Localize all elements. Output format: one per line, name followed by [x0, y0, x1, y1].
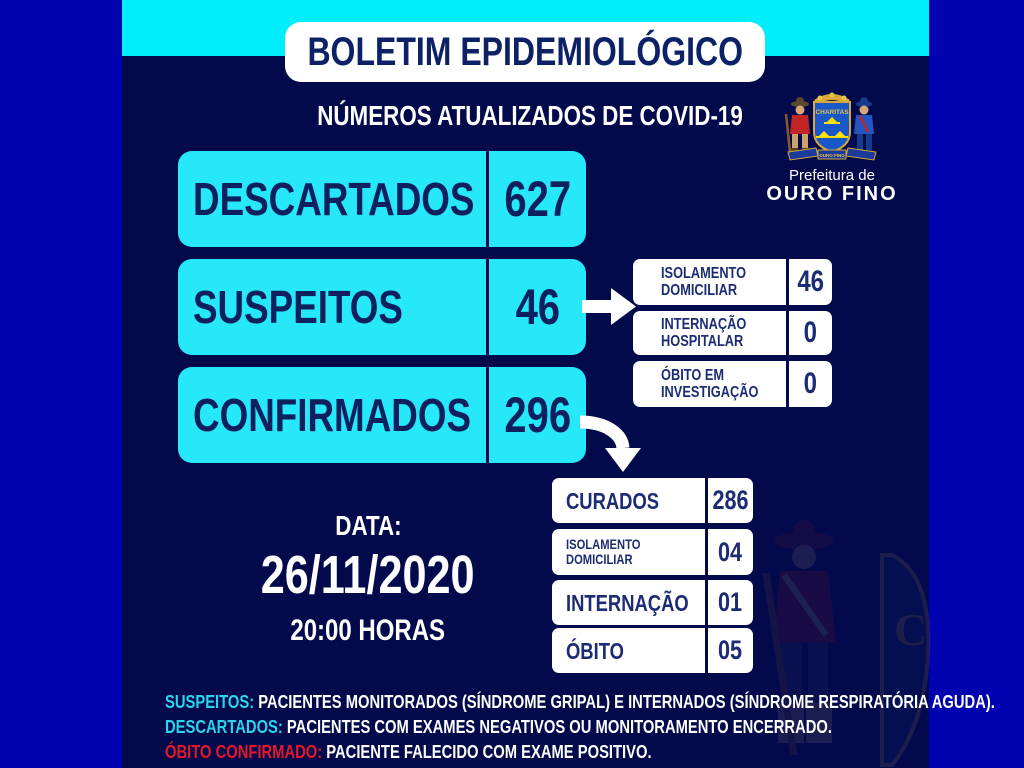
- breakdown-value-isolamento-domiciliar: 46: [789, 259, 832, 305]
- curved-down-arrow-icon: [579, 415, 641, 472]
- breakdown-label-internacao-hospitalar: INTERNAÇÃO HOSPITALAR: [633, 311, 786, 355]
- stat-label-descartados: DESCARTADOS: [178, 151, 486, 247]
- page-title: BOLETIM EPIDEMIOLÓGICO: [307, 29, 743, 74]
- time-value: 20:00 HORAS: [290, 614, 446, 647]
- detail-label-isolamento-domiciliar: ISOLAMENTO DOMICILIAR: [552, 529, 705, 575]
- page-subtitle: NÚMEROS ATUALIZADOS DE COVID-19: [317, 100, 743, 131]
- breakdown-label-isolamento-domiciliar: ISOLAMENTO DOMICILIAR: [633, 259, 786, 305]
- title-banner: BOLETIM EPIDEMIOLÓGICO: [285, 22, 765, 82]
- stat-value-suspeitos: 46: [489, 259, 586, 355]
- coat-of-arms-watermark: C: [762, 520, 931, 767]
- detail-value-internacao: 01: [708, 580, 753, 625]
- breakdown-label-obito-investigacao: ÓBITO EM INVESTIGAÇÃO: [633, 361, 786, 407]
- detail-value-curados: 286: [708, 478, 753, 523]
- footnote-suspeitos: SUSPEITOS: PACIENTES MONITORADOS (SÍNDRO…: [165, 692, 995, 712]
- detail-label-curados: CURADOS: [552, 478, 705, 523]
- detail-label-obito: ÓBITO: [552, 628, 705, 673]
- logo-org-name: OURO FINO: [766, 183, 898, 205]
- breakdown-value-obito-investigacao: 0: [789, 361, 832, 407]
- footnote-descartados: DESCARTADOS: PACIENTES COM EXAMES NEGATI…: [165, 717, 832, 737]
- right-arrow-icon: [582, 288, 636, 325]
- ribbon-label: OURO FINO: [819, 153, 845, 158]
- stat-label-suspeitos: SUSPEITOS: [178, 259, 486, 355]
- stat-value-descartados: 627: [489, 151, 586, 247]
- breakdown-value-internacao-hospitalar: 0: [789, 311, 832, 355]
- date-value: 26/11/2020: [261, 545, 475, 605]
- date-label: DATA:: [334, 510, 402, 541]
- stat-label-confirmados: CONFIRMADOS: [178, 367, 486, 463]
- coat-of-arms-icon: CHARITAS OURO FINO: [784, 92, 877, 161]
- stat-value-confirmados: 296: [489, 367, 586, 463]
- svg-text:C: C: [894, 604, 927, 655]
- footnote-obito-confirmado: ÓBITO CONFIRMADO: PACIENTE FALECIDO COM …: [165, 742, 652, 762]
- detail-label-internacao: INTERNAÇÃO: [552, 580, 705, 625]
- detail-value-obito: 05: [708, 628, 753, 673]
- logo-org-prefix: Prefeitura de: [789, 167, 875, 184]
- detail-value-isolamento-domiciliar: 04: [708, 529, 753, 575]
- shield-motto: CHARITAS: [815, 109, 849, 116]
